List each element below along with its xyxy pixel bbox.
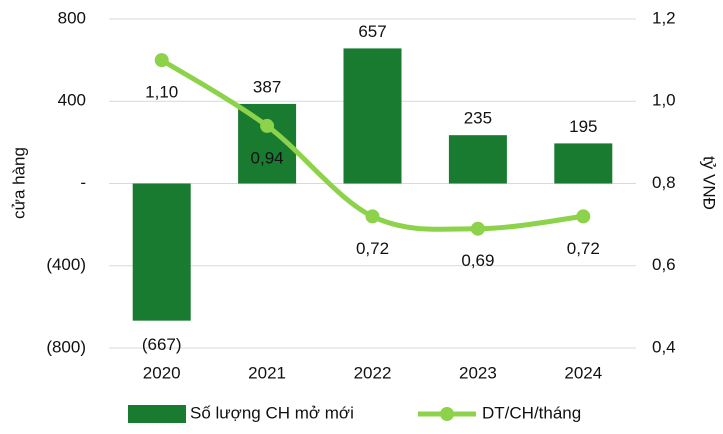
y2-tick-label: 0,8 <box>652 173 676 192</box>
bar <box>448 135 507 184</box>
data-label: 1,10 <box>145 83 178 102</box>
y-tick-label: 800 <box>58 8 86 27</box>
data-label: 0,72 <box>567 239 600 258</box>
line-marker <box>470 221 485 236</box>
y-tick-label: (800) <box>46 337 86 356</box>
legend-label: Số lượng CH mở mới <box>190 403 354 422</box>
y2-axis-label: tỷ VNĐ <box>700 156 719 210</box>
bar <box>132 183 191 321</box>
line-marker <box>576 209 591 224</box>
data-label: 0,69 <box>461 251 494 270</box>
x-tick-label: 2021 <box>248 363 286 382</box>
data-label: 0,72 <box>356 239 389 258</box>
x-tick-label: 2024 <box>564 363 602 382</box>
legend-label: DT/CH/tháng <box>482 403 581 422</box>
data-label: 657 <box>358 22 386 41</box>
y2-tick-label: 1,2 <box>652 8 676 27</box>
y-tick-label: (400) <box>46 255 86 274</box>
data-label: 235 <box>464 109 492 128</box>
y-tick-label: - <box>80 173 86 192</box>
x-tick-label: 2023 <box>459 363 497 382</box>
line-marker <box>260 118 275 133</box>
data-label: 387 <box>253 77 281 96</box>
y-tick-label: 400 <box>58 91 86 110</box>
y-axis-label: cửa hàng <box>9 147 28 219</box>
data-label: (667) <box>142 335 182 354</box>
x-tick-label: 2022 <box>354 363 392 382</box>
line-marker <box>154 53 169 68</box>
legend-swatch <box>128 405 186 423</box>
line-marker <box>365 209 380 224</box>
data-label: 0,94 <box>251 148 284 167</box>
bar <box>554 143 613 184</box>
y2-tick-label: 0,4 <box>652 337 676 356</box>
data-label: 195 <box>569 117 597 136</box>
bar <box>343 48 402 184</box>
x-tick-label: 2020 <box>143 363 181 382</box>
legend-marker <box>440 407 454 421</box>
y2-tick-label: 0,6 <box>652 255 676 274</box>
y2-tick-label: 1,0 <box>652 91 676 110</box>
